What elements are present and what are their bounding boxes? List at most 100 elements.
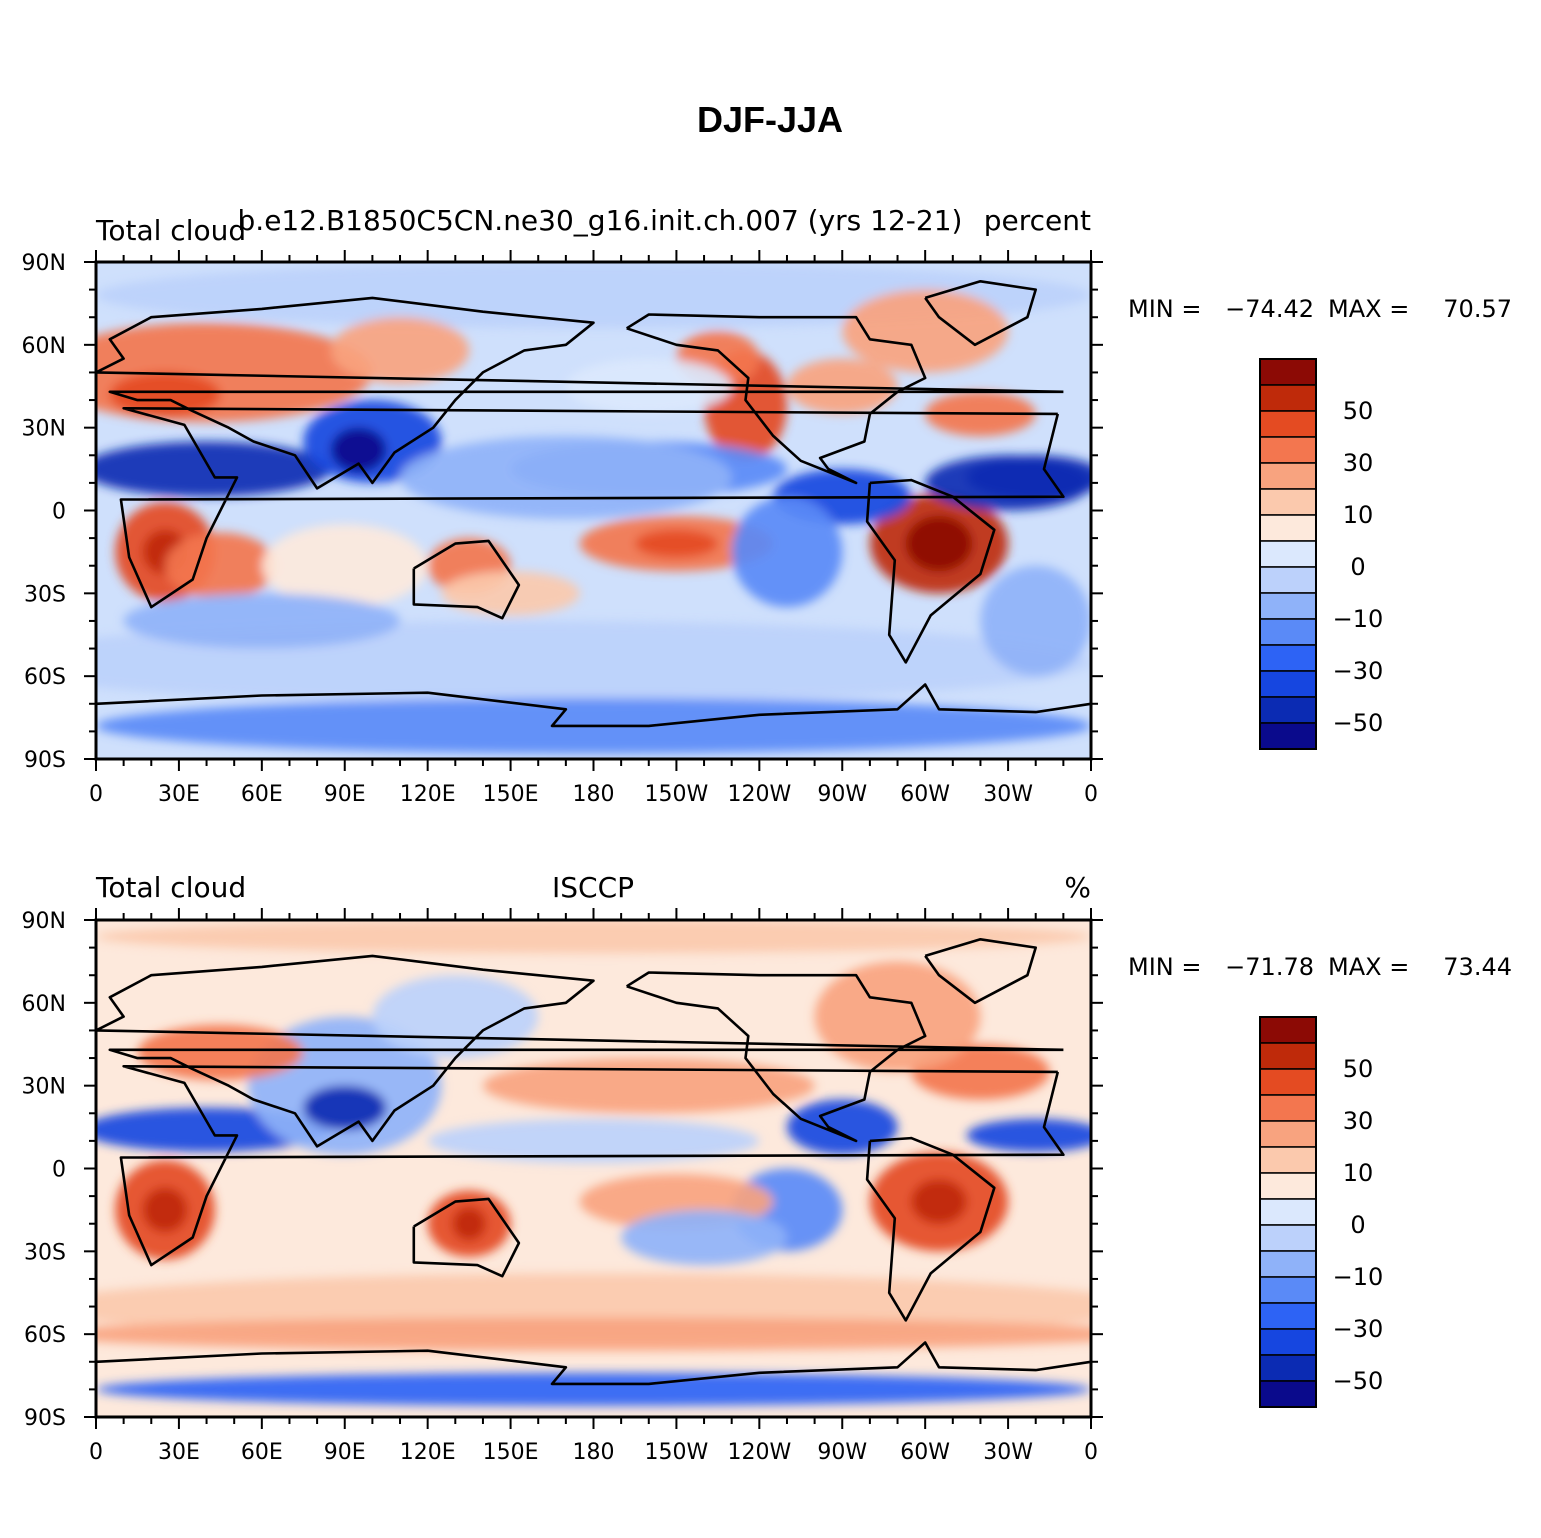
colorbar-segment xyxy=(1259,618,1317,646)
colorbar-label: 50 xyxy=(1343,1055,1374,1083)
lat-tick-label: 30S xyxy=(24,1240,66,1265)
lat-tick-label: 90S xyxy=(24,748,66,773)
panel-model-right-title: percent xyxy=(984,204,1091,237)
colorbar-segment xyxy=(1259,1302,1317,1330)
lon-tick-label: 60W xyxy=(900,1440,950,1465)
lon-tick-label: 90W xyxy=(817,1440,867,1465)
colorbar-label: 50 xyxy=(1343,397,1374,425)
colorbar-segment xyxy=(1259,1120,1317,1148)
lon-tick-label: 0 xyxy=(1084,1440,1098,1465)
panel-model-max-value: 70.57 xyxy=(1443,295,1512,323)
colorbar-label: −10 xyxy=(1333,605,1384,633)
colorbar-label: 10 xyxy=(1343,1159,1374,1187)
panel-obs: Total cloud ISCCP % 0 30E 60E 90E 120E 150E 18… xyxy=(22,871,1512,1465)
panel-obs-max-value: 73.44 xyxy=(1443,953,1512,981)
colorbar-label: −30 xyxy=(1333,657,1384,685)
panel-model-min-label: MIN = xyxy=(1128,295,1201,323)
colorbar-label: 0 xyxy=(1350,1211,1365,1239)
lat-tick-label: 90S xyxy=(24,1406,66,1431)
panel-obs-min-value: −71.78 xyxy=(1225,953,1314,981)
panel-obs-left-title: Total cloud xyxy=(95,871,246,904)
panel-obs-coastlines xyxy=(96,937,1091,1386)
lon-tick-label: 150E xyxy=(483,782,539,807)
lon-tick-label: 90E xyxy=(324,1440,366,1465)
colorbar-segment xyxy=(1259,722,1317,750)
panel-obs-colorbar: 50 30 10 0 −10 −30 −50 xyxy=(1259,1016,1384,1408)
colorbar-segment xyxy=(1259,488,1317,516)
colorbar-segment xyxy=(1259,644,1317,672)
panel-obs-min-label: MIN = xyxy=(1128,953,1201,981)
panel-obs-center-title: ISCCP xyxy=(552,871,634,904)
lon-tick-label: 60E xyxy=(241,782,283,807)
colorbar-segment xyxy=(1259,1068,1317,1096)
lat-tick-label: 30N xyxy=(22,1075,66,1100)
lon-tick-label: 150W xyxy=(645,1440,709,1465)
lon-tick-label: 90E xyxy=(324,782,366,807)
lat-tick-label: 60S xyxy=(24,1323,66,1348)
colorbar-label: 10 xyxy=(1343,501,1374,529)
colorbar-segment xyxy=(1259,410,1317,438)
colorbar-segment xyxy=(1259,1042,1317,1070)
panel-obs-right-title: % xyxy=(1064,871,1091,904)
lon-tick-label: 30W xyxy=(983,1440,1033,1465)
colorbar-segment xyxy=(1259,670,1317,698)
lon-tick-label: 0 xyxy=(1084,782,1098,807)
lon-tick-label: 120W xyxy=(727,1440,791,1465)
lon-tick-label: 150W xyxy=(645,782,709,807)
colorbar-segment xyxy=(1259,1250,1317,1278)
colorbar-segment xyxy=(1259,1094,1317,1122)
colorbar-segment xyxy=(1259,1146,1317,1174)
lat-tick-label: 30N xyxy=(22,417,66,442)
colorbar-label: −50 xyxy=(1333,709,1384,737)
lon-tick-label: 30W xyxy=(983,782,1033,807)
colorbar-segment xyxy=(1259,1016,1317,1044)
lat-tick-label: 60S xyxy=(24,665,66,690)
lon-tick-label: 0 xyxy=(89,782,103,807)
colorbar-label: 30 xyxy=(1343,449,1374,477)
colorbar-segment xyxy=(1259,1198,1317,1226)
panel-obs-max-label: MAX = xyxy=(1328,953,1409,981)
panel-obs-map-field xyxy=(96,920,1091,1417)
panel-model-colorbar: 50 30 10 0 −10 −30 −50 xyxy=(1259,358,1384,750)
colorbar-segment xyxy=(1259,566,1317,594)
colorbar-segment xyxy=(1259,1380,1317,1408)
colorbar-segment xyxy=(1259,696,1317,724)
lon-tick-label: 180 xyxy=(573,1440,615,1465)
colorbar-segment xyxy=(1259,1276,1317,1304)
colorbar-segment xyxy=(1259,514,1317,542)
lat-tick-label: 60N xyxy=(22,334,66,359)
panel-model-center-title: b.e12.B1850C5CN.ne30_g16.init.ch.007 (yr… xyxy=(238,204,963,237)
colorbar-segment xyxy=(1259,436,1317,464)
colorbar-label: 30 xyxy=(1343,1107,1374,1135)
colorbar-segment xyxy=(1259,462,1317,490)
lat-tick-label: 60N xyxy=(22,992,66,1017)
lat-tick-label: 90N xyxy=(22,251,66,276)
panel-obs-axis-ticks: 0 30E 60E 90E 120E 150E 180 150W 120W 90W 60W 30W 09… xyxy=(22,908,1103,1465)
lat-tick-label: 0 xyxy=(52,1158,66,1183)
lon-tick-label: 120E xyxy=(400,782,456,807)
lon-tick-label: 30E xyxy=(158,782,200,807)
lat-tick-label: 30S xyxy=(24,582,66,607)
colorbar-label: −30 xyxy=(1333,1315,1384,1343)
lon-tick-label: 180 xyxy=(573,782,615,807)
figure-title: DJF-JJA xyxy=(697,99,843,140)
lon-tick-label: 60W xyxy=(900,782,950,807)
colorbar-segment xyxy=(1259,358,1317,386)
panel-model-left-title: Total cloud xyxy=(95,214,246,247)
lon-tick-label: 0 xyxy=(89,1440,103,1465)
lon-tick-label: 60E xyxy=(241,1440,283,1465)
panel-model-map-field xyxy=(96,262,1091,759)
panel-model-max-label: MAX = xyxy=(1328,295,1409,323)
panel-model-axis-ticks: 0 30E 60E 90E 120E 150E 180 150W 120W 90W 60W 30W 09… xyxy=(22,250,1103,807)
colorbar-label: −10 xyxy=(1333,1263,1384,1291)
colorbar-label: 0 xyxy=(1350,553,1365,581)
colorbar-segment xyxy=(1259,1354,1317,1382)
lon-tick-label: 30E xyxy=(158,1440,200,1465)
lon-tick-label: 120E xyxy=(400,1440,456,1465)
lat-tick-label: 0 xyxy=(52,500,66,525)
lon-tick-label: 120W xyxy=(727,782,791,807)
colorbar-segment xyxy=(1259,384,1317,412)
colorbar-segment xyxy=(1259,1328,1317,1356)
colorbar-segment xyxy=(1259,1172,1317,1200)
